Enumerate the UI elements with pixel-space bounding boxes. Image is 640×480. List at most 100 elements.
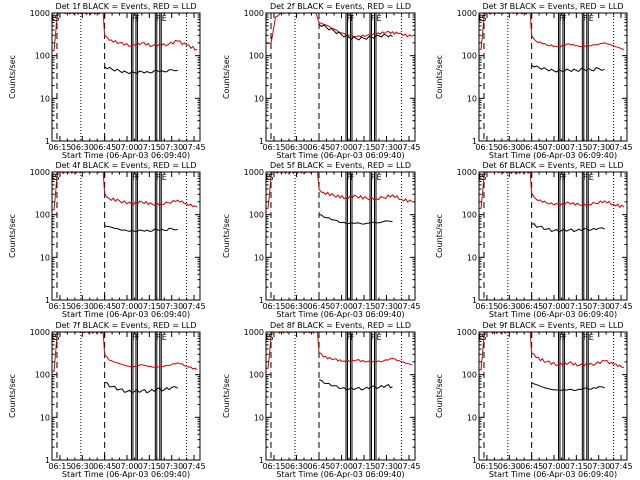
events-series-line (104, 225, 178, 232)
event-marker-label: F (156, 333, 161, 342)
x-tick-label: 07:45 (610, 302, 633, 311)
x-tick-label: 07:30 (160, 143, 183, 152)
x-tick-label: 07:00 (115, 302, 138, 311)
x-tick-label: 06:45 (93, 462, 116, 471)
panel-title: Det 1f BLACK = Events, RED = LLD (55, 2, 196, 11)
event-marker-label: F (135, 333, 140, 342)
x-tick-label: 06:30 (498, 462, 521, 471)
events-series-line (531, 382, 605, 392)
y-tick-label: 1000 (30, 9, 50, 18)
y-tick-label: 1 (45, 456, 50, 465)
plot-panel: Det 8f BLACK = Events, RED = LLD Counts/s… (222, 321, 421, 479)
plot-panel: Det 4f BLACK = Events, RED = LLD Counts/s… (8, 161, 206, 319)
y-tick-label: 1000 (457, 9, 477, 18)
x-tick-label: 07:45 (610, 462, 633, 471)
y-tick-label: 1 (472, 137, 477, 146)
plot-panel: Det 6f BLACK = Events, RED = LLD Counts/s… (435, 161, 633, 319)
event-marker-label: E (589, 333, 594, 342)
x-tick-label: 06:15 (475, 302, 498, 311)
x-tick-label: 07:45 (183, 143, 206, 152)
x-tick-label: 06:15 (48, 462, 71, 471)
y-tick-label: 1 (259, 137, 264, 146)
y-tick-label: 1 (472, 456, 477, 465)
event-marker-label: S (481, 14, 486, 23)
y-axis-label: Counts/sec (222, 55, 231, 99)
event-marker-label: F (559, 14, 564, 23)
y-tick-label: 10 (254, 253, 264, 262)
y-tick-label: 100 (249, 371, 264, 380)
event-marker-label: F (132, 14, 137, 23)
x-axis-label: Start Time (06-Apr-03 06:09:40) (489, 470, 617, 479)
plot-frame (478, 171, 628, 301)
x-tick-label: 06:30 (71, 462, 94, 471)
x-tick-label: 07:00 (542, 302, 565, 311)
panel-title: Det 8f BLACK = Events, RED = LLD (270, 321, 411, 330)
x-tick-label: 07:30 (375, 143, 398, 152)
event-marker-label: S (481, 173, 486, 182)
event-marker-label: F (156, 173, 161, 182)
event-marker-label: F (583, 14, 588, 23)
events-series-line (104, 66, 178, 75)
x-tick-label: 07:30 (375, 462, 398, 471)
x-tick-label: 06:45 (307, 143, 330, 152)
event-marker-label: F (350, 173, 355, 182)
x-tick-label: 07:30 (587, 462, 610, 471)
x-axis-label: Start Time (06-Apr-03 06:09:40) (62, 310, 190, 319)
y-tick-label: 10 (40, 253, 50, 262)
event-marker-label: S (268, 333, 273, 342)
x-tick-label: 06:45 (93, 143, 116, 152)
event-marker-label: S (54, 173, 59, 182)
x-tick-label: 06:30 (71, 302, 94, 311)
y-tick-label: 1 (259, 456, 264, 465)
x-tick-label: 07:15 (352, 462, 375, 471)
event-marker-label: F (135, 14, 140, 23)
plot-panel: Det 3f BLACK = Events, RED = LLD Counts/s… (435, 2, 633, 160)
x-axis-label: Start Time (06-Apr-03 06:09:40) (62, 151, 190, 160)
x-tick-label: 07:45 (183, 302, 206, 311)
x-tick-label: 07:00 (542, 143, 565, 152)
event-marker-label: F (132, 333, 137, 342)
y-tick-label: 100 (462, 52, 477, 61)
x-tick-label: 07:00 (330, 462, 353, 471)
x-tick-label: 07:00 (115, 462, 138, 471)
plot-frame (265, 171, 416, 301)
event-marker-label: F (562, 14, 567, 23)
y-tick-label: 10 (254, 94, 264, 103)
event-marker-label: S (481, 333, 486, 342)
event-marker-label: F (347, 173, 352, 182)
lld-series-line (52, 13, 198, 52)
x-axis-label: Start Time (06-Apr-03 06:09:40) (276, 470, 404, 479)
x-tick-label: 07:15 (138, 302, 161, 311)
x-tick-label: 06:30 (71, 143, 94, 152)
events-series-line (531, 64, 605, 73)
event-marker-label: E (265, 173, 270, 182)
x-tick-label: 06:30 (285, 143, 308, 152)
x-tick-label: 07:00 (542, 462, 565, 471)
x-tick-label: 06:45 (520, 462, 543, 471)
y-tick-label: 1000 (244, 328, 264, 337)
x-tick-label: 07:45 (183, 462, 206, 471)
x-axis-label: Start Time (06-Apr-03 06:09:40) (489, 310, 617, 319)
lld-series-line (52, 332, 198, 372)
event-marker-label: E (478, 173, 483, 182)
x-tick-label: 07:30 (587, 143, 610, 152)
y-axis-label: Counts/sec (435, 214, 444, 258)
panel-title: Det 2f BLACK = Events, RED = LLD (270, 2, 411, 11)
event-marker-label: E (162, 333, 167, 342)
x-tick-label: 07:45 (397, 462, 420, 471)
event-marker-label: F (371, 14, 376, 23)
x-tick-label: 06:15 (475, 143, 498, 152)
plot-frame (478, 331, 628, 461)
y-tick-label: 100 (35, 52, 50, 61)
event-marker-label: F (135, 173, 140, 182)
event-marker-label: F (583, 173, 588, 182)
y-tick-label: 100 (462, 371, 477, 380)
event-marker-label: F (350, 14, 355, 23)
panel-title: Det 3f BLACK = Events, RED = LLD (482, 2, 623, 11)
panel-title: Det 9f BLACK = Events, RED = LLD (482, 321, 623, 330)
y-tick-label: 1 (45, 296, 50, 305)
plot-panel: Det 1f BLACK = Events, RED = LLD Counts/s… (8, 2, 206, 160)
event-marker-label: E (51, 333, 56, 342)
x-tick-label: 07:30 (375, 302, 398, 311)
